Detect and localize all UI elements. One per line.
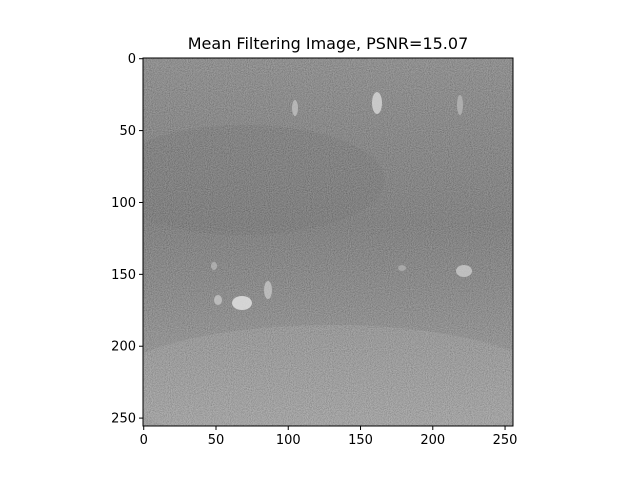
x-tick-label: 50: [208, 433, 225, 448]
x-tick-label: 150: [348, 433, 373, 448]
x-tick-label: 0: [140, 433, 148, 448]
plot-frame: [142, 57, 514, 427]
x-tick-label: 250: [493, 433, 518, 448]
image-noise: [143, 58, 513, 426]
bright-spot: [232, 296, 252, 310]
bright-spot: [372, 92, 382, 114]
y-tick-label: 150: [111, 268, 136, 283]
heatmap-image: [143, 58, 513, 426]
y-axis: 0 50 100 150 200 250: [111, 52, 143, 427]
bright-spot: [456, 265, 472, 277]
y-tick-label: 100: [111, 196, 136, 211]
y-tick-label: 0: [128, 52, 136, 67]
bright-spot: [211, 262, 217, 270]
bright-spot: [292, 100, 298, 116]
y-tick-label: 200: [111, 340, 136, 355]
bright-spot: [398, 265, 406, 271]
chart-title: Mean Filtering Image, PSNR=15.07: [188, 34, 469, 53]
x-tick-label: 200: [420, 433, 445, 448]
bright-spot: [457, 95, 463, 115]
y-tick-label: 250: [111, 412, 136, 427]
x-axis: 0 50 100 150 200 250: [140, 426, 518, 448]
x-tick-label: 100: [276, 433, 301, 448]
bright-spot: [264, 281, 272, 299]
y-tick-label: 50: [119, 124, 136, 139]
bright-spot: [214, 295, 222, 305]
